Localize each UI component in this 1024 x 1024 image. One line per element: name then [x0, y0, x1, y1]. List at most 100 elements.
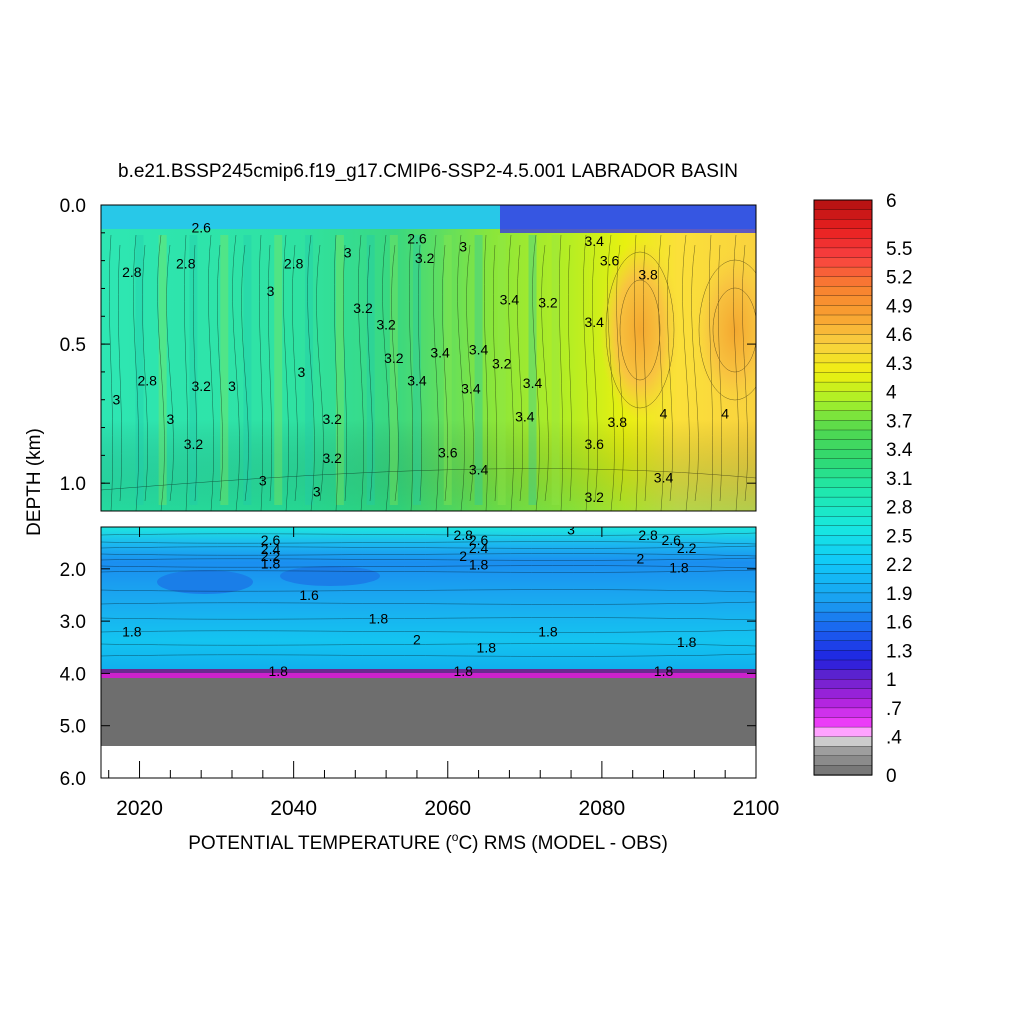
contour-label: 3.8	[608, 414, 628, 430]
colorbar-label: 4.3	[886, 354, 912, 375]
contour-label: 3.2	[184, 436, 204, 452]
contour-line	[101, 553, 756, 557]
contour-label: 1.8	[538, 624, 558, 640]
contour-label: 1.8	[269, 663, 289, 679]
y-axis-label: DEPTH (km)	[24, 428, 45, 536]
contour-line	[457, 234, 465, 511]
contour-line	[592, 244, 598, 502]
contour-label: 3	[166, 411, 174, 427]
contour-label: 3.2	[191, 378, 211, 394]
x-axis-label: POTENTIAL TEMPERATURE (oC) RMS (MODEL - …	[188, 830, 668, 854]
contour-line	[667, 244, 673, 502]
colorbar-cell	[813, 506, 873, 517]
colorbar-cell	[813, 707, 873, 719]
colorbar-cell	[813, 420, 873, 431]
contour-label: 4	[660, 406, 668, 422]
contour-line	[643, 244, 647, 502]
colorbar-label: 0	[886, 766, 897, 787]
cold-patch-1	[157, 570, 253, 594]
colorbar-cell	[813, 314, 873, 326]
contour-line	[733, 234, 739, 511]
contour-label: 3.2	[353, 300, 373, 316]
contour-line	[605, 251, 675, 409]
contour-label: 2.4	[469, 540, 489, 556]
contour-label: 3.4	[469, 461, 489, 477]
contour-line	[682, 234, 690, 511]
contour-line	[409, 234, 413, 511]
colorbar-label: 2.8	[886, 498, 912, 519]
contour-line	[157, 234, 165, 511]
contour-label: 2	[413, 631, 421, 647]
contour-label: 3.4	[654, 470, 674, 486]
contour-label: 3.4	[407, 372, 427, 388]
colorbar-cell	[813, 487, 873, 498]
colorbar-cell	[813, 583, 873, 594]
contour-line	[466, 244, 474, 502]
contour-label: 3.2	[384, 350, 404, 366]
contour-line	[334, 234, 338, 511]
contour-label: 2.4	[261, 541, 281, 557]
colorbar-cell	[813, 247, 873, 259]
warm-stripe	[412, 235, 421, 505]
colorbar-cell	[813, 468, 873, 479]
colorbar-cell	[813, 286, 873, 297]
colorbar-label: 5.5	[886, 239, 912, 260]
contour-line	[307, 234, 315, 511]
contour-line	[691, 244, 699, 502]
colorbar-cell	[813, 219, 873, 230]
upper-frame	[100, 204, 757, 512]
cold-patch-2	[280, 566, 380, 586]
contour-label: 3.4	[523, 375, 543, 391]
contour-label: 2.8	[176, 255, 196, 271]
colorbar-cell	[813, 276, 873, 287]
contour-label: 3.6	[584, 436, 604, 452]
contour-label: 2.6	[191, 219, 211, 235]
contour-label: 3.2	[538, 294, 558, 310]
contour-label: 2.8	[138, 372, 158, 388]
contour-label: 3.2	[376, 317, 396, 333]
contour-line	[101, 468, 756, 491]
contour-line	[101, 629, 756, 633]
contour-label: 2.8	[638, 527, 658, 543]
contour-line	[698, 259, 756, 401]
colorbar-cell	[813, 631, 873, 642]
contour-line	[101, 569, 756, 573]
contour-label: 1.8	[477, 639, 497, 655]
contour-line	[101, 532, 756, 536]
colorbar-cell	[813, 257, 873, 268]
contour-label: 3	[113, 392, 121, 408]
y-axis-lower: 2.0 3.0 4.0 5.0 6.0	[60, 560, 756, 790]
colorbar-cell	[813, 496, 873, 508]
colorbar-cell	[813, 564, 873, 575]
contour-line	[101, 545, 756, 549]
contour-line	[709, 234, 713, 511]
colorbar-label: 1.6	[886, 613, 912, 634]
colorbar-cell	[813, 334, 873, 345]
contour-label: 3.4	[584, 314, 604, 330]
colorbar-cell	[813, 343, 873, 354]
contour-label: 3.2	[322, 450, 342, 466]
contour-line	[109, 234, 113, 511]
contour-label: 1.8	[677, 634, 697, 650]
colorbar-frame	[813, 199, 873, 776]
contour-label: 3	[267, 283, 275, 299]
colorbar-cell	[813, 381, 873, 393]
lower-contour-lines	[101, 532, 756, 657]
contour-label: 2.6	[662, 532, 682, 548]
warm-stripe	[220, 235, 229, 505]
contour-label: 3.4	[430, 344, 450, 360]
contour-line	[292, 244, 298, 502]
contour-line	[508, 234, 514, 511]
colorbar-cell	[813, 698, 873, 709]
contour-line	[367, 244, 373, 502]
contour-label: 3.2	[584, 489, 604, 505]
contour-line	[559, 234, 563, 511]
lower-panel: 2.62.42.21.82.82.62.421.83 2.8 2.62.221.81…	[101, 527, 756, 778]
colorbar-label: 4.6	[886, 325, 912, 346]
y-tick-label: 4.0	[60, 664, 86, 685]
colorbar-cell	[813, 429, 873, 441]
contour-label: 3.4	[500, 292, 520, 308]
colorbar-cell	[813, 650, 873, 661]
